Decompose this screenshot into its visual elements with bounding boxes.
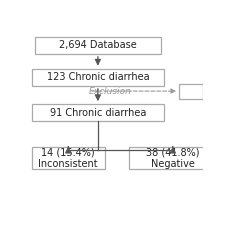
Text: 38 (41.8%)
Negative: 38 (41.8%) Negative (146, 147, 200, 169)
FancyBboxPatch shape (32, 104, 164, 122)
FancyBboxPatch shape (32, 69, 164, 86)
FancyBboxPatch shape (32, 146, 105, 169)
FancyBboxPatch shape (129, 146, 216, 169)
Text: 91 Chronic diarrhea: 91 Chronic diarrhea (50, 108, 146, 118)
Text: 123 Chronic diarrhea: 123 Chronic diarrhea (47, 72, 149, 82)
Text: 14 (15.4%)
Inconsistent: 14 (15.4%) Inconsistent (38, 147, 98, 169)
FancyBboxPatch shape (35, 36, 161, 54)
Text: Exclusion: Exclusion (89, 87, 132, 96)
Text: 2,694 Database: 2,694 Database (59, 40, 137, 50)
FancyBboxPatch shape (179, 84, 203, 99)
